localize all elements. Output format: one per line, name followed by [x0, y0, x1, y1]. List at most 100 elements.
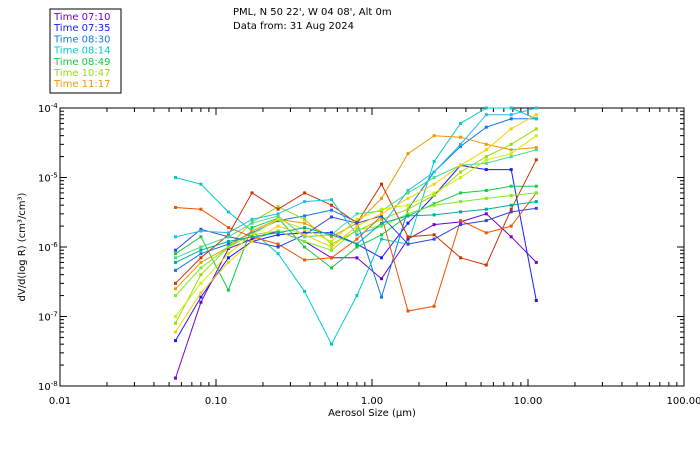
data-point — [226, 210, 230, 214]
data-point — [226, 260, 230, 264]
data-point — [276, 231, 280, 235]
data-point — [330, 215, 333, 219]
data-point — [303, 258, 307, 262]
data-point — [459, 163, 463, 167]
data-point — [484, 161, 488, 165]
plot-area — [59, 107, 685, 387]
series-14 — [174, 134, 538, 318]
data-point — [276, 205, 280, 209]
data-point — [250, 221, 254, 225]
data-point — [226, 288, 230, 292]
legend-entry: Time 07:10 — [53, 12, 110, 23]
data-point — [406, 207, 410, 211]
data-point — [199, 273, 203, 277]
data-point — [226, 231, 230, 235]
data-point — [534, 134, 538, 138]
data-point — [226, 256, 230, 260]
data-point — [406, 221, 410, 225]
data-point — [534, 200, 538, 204]
legend-box — [49, 8, 122, 94]
data-point — [174, 235, 177, 239]
data-point — [484, 231, 488, 235]
data-point — [226, 245, 230, 249]
data-point — [355, 227, 359, 231]
data-point — [330, 266, 333, 270]
data-point — [199, 248, 203, 252]
data-point — [380, 196, 383, 200]
legend-entry: Time 07:35 — [53, 23, 110, 34]
data-point — [509, 207, 513, 211]
data-point — [199, 260, 203, 264]
data-point — [380, 256, 383, 260]
data-point — [509, 152, 513, 156]
data-point — [250, 233, 254, 237]
data-point — [380, 295, 383, 299]
data-point — [330, 231, 333, 235]
data-point — [509, 235, 513, 239]
data-point — [484, 142, 488, 146]
data-point — [380, 237, 383, 241]
data-point — [226, 226, 230, 230]
data-point — [459, 210, 463, 214]
data-point — [380, 221, 383, 225]
data-point — [534, 117, 538, 121]
data-point — [174, 176, 177, 179]
data-point — [276, 233, 280, 237]
data-point — [330, 198, 333, 202]
data-point — [250, 191, 254, 195]
data-point — [509, 106, 513, 110]
data-point — [432, 213, 436, 217]
data-point — [432, 182, 436, 186]
data-point — [355, 217, 359, 221]
data-point — [199, 227, 203, 231]
data-point — [432, 233, 436, 237]
data-point — [276, 212, 280, 216]
y-tick-label: 10-4 — [38, 102, 58, 115]
data-point — [303, 289, 307, 293]
series-group — [174, 106, 538, 380]
data-point — [459, 142, 463, 146]
series-15 — [174, 113, 538, 334]
data-point — [534, 206, 538, 210]
data-point — [303, 231, 307, 235]
y-tick-label: 10-8 — [38, 380, 58, 393]
data-point — [303, 235, 307, 239]
x-axis-label: Aerosol Size (μm) — [328, 408, 416, 419]
data-point — [330, 245, 333, 249]
data-point — [509, 168, 513, 172]
data-point — [534, 148, 538, 152]
data-point — [459, 144, 463, 148]
data-point — [199, 245, 203, 249]
data-point — [484, 158, 488, 162]
data-point — [509, 224, 513, 228]
data-point — [432, 160, 436, 163]
data-point — [250, 235, 254, 239]
x-tick-label: 10.00 — [514, 396, 543, 407]
data-point — [459, 170, 463, 174]
data-point — [355, 294, 359, 298]
y-tick-label: 10-5 — [38, 172, 58, 185]
legend-entry: Time 08:49 — [53, 57, 110, 68]
data-point — [226, 240, 230, 243]
data-point — [380, 207, 383, 211]
data-point — [226, 235, 230, 239]
data-point — [174, 206, 177, 209]
x-tick-label: 0.01 — [49, 396, 71, 407]
data-point — [509, 155, 513, 159]
data-point — [330, 248, 333, 252]
data-point — [250, 226, 254, 230]
data-point — [174, 248, 177, 252]
data-point — [406, 212, 410, 216]
data-point — [303, 221, 307, 225]
data-point — [380, 224, 383, 228]
data-point — [459, 191, 463, 195]
data-point — [355, 224, 359, 228]
data-point — [406, 214, 410, 218]
data-point — [509, 127, 513, 131]
data-point — [459, 200, 463, 204]
data-point — [355, 256, 359, 260]
data-point — [484, 207, 488, 211]
data-point — [534, 191, 538, 195]
